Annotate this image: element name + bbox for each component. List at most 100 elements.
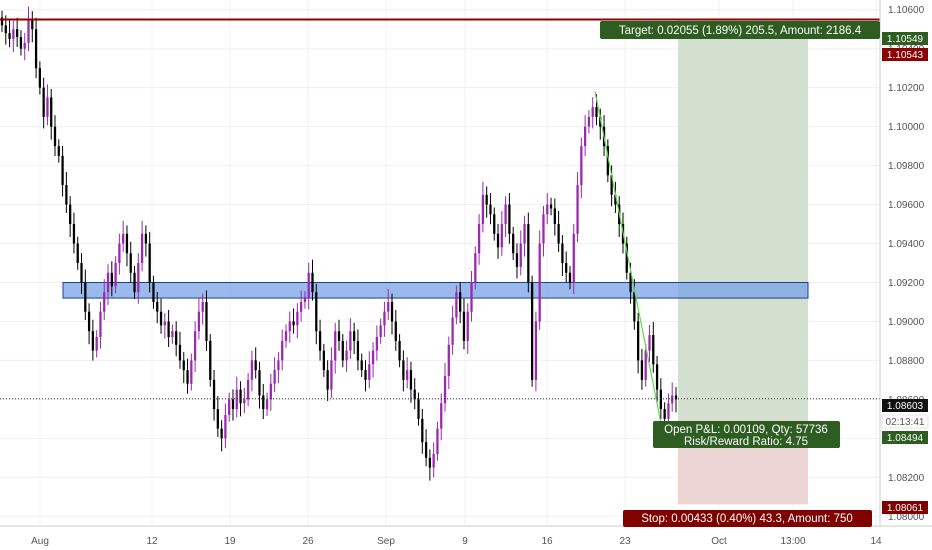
candle-body [546, 204, 549, 215]
candle-body [587, 116, 591, 127]
candle-body [356, 340, 360, 361]
candle-body [224, 414, 227, 439]
candle-body [364, 370, 367, 380]
candle-body [402, 360, 405, 380]
candle-body [193, 331, 197, 361]
x-tick-label: 12 [146, 536, 158, 547]
annotations: Target: 0.02055 (1.89%) 205.5, Amount: 2… [600, 21, 880, 527]
candle-body [519, 243, 522, 267]
candle-body [292, 321, 295, 326]
candle-body [140, 233, 144, 263]
candle-body [148, 243, 151, 283]
candle-body [568, 272, 572, 283]
target-tag-bg [882, 32, 928, 45]
target-zone-group [678, 19, 808, 421]
candle-body [493, 214, 496, 234]
candle-body [614, 194, 617, 205]
candle-body [72, 224, 76, 244]
candle-body [273, 370, 276, 384]
candle-body [383, 311, 386, 326]
candle-body [53, 126, 57, 147]
candle-body [201, 301, 204, 312]
candle-body [209, 340, 212, 380]
y-tick-label: 1.10000 [888, 122, 925, 133]
candle-body [65, 185, 68, 205]
candle-body [599, 116, 602, 127]
candle-body [110, 272, 113, 287]
candle-body [583, 126, 587, 147]
stop-tag: 1.08061 [887, 503, 924, 514]
support-zone-group[interactable] [62, 281, 809, 299]
countdown-tag: 02:13:41 [886, 417, 925, 428]
stop-text: Stop: 0.00433 (0.40%) 43.3, Amount: 750 [641, 513, 853, 525]
candle-body [436, 428, 439, 454]
candle-body [212, 379, 216, 410]
candle-body [258, 370, 261, 396]
candle-body [34, 29, 38, 69]
candle-body [159, 311, 163, 326]
x-axis[interactable]: Aug 12 19 26 Sep 9 16 23 Oct 13:00 14 [0, 525, 932, 547]
candle-body [254, 360, 257, 371]
candle-body [87, 311, 91, 332]
candle-body [477, 224, 481, 254]
candle-body [61, 155, 64, 186]
stop-box [623, 510, 872, 527]
candle-body [341, 340, 344, 361]
candle-body [481, 194, 485, 225]
candle-body [667, 403, 670, 419]
candle-body [470, 282, 473, 312]
candle-body [76, 243, 79, 263]
candle-body [182, 360, 185, 371]
candle-body [0, 17, 4, 26]
candle-body [447, 344, 450, 376]
candle-body [527, 224, 530, 283]
candle-body [239, 389, 242, 404]
candle-body [8, 33, 11, 39]
y-axis[interactable]: 1.106001.104001.102001.100001.098001.096… [879, 0, 925, 526]
level-lines[interactable] [0, 18, 880, 400]
candle-body [534, 321, 538, 380]
y-tick-label: 1.08800 [888, 356, 925, 367]
candle-body [133, 272, 136, 293]
candle-body [57, 146, 60, 156]
trend-line[interactable] [594, 91, 665, 439]
candle-body [91, 331, 95, 351]
candle-body [303, 298, 307, 302]
candle-body [580, 146, 583, 186]
candle-body [197, 311, 201, 332]
candle-body [171, 331, 174, 338]
candle-body [565, 263, 568, 273]
candle-body [652, 335, 655, 365]
candle-body [375, 337, 379, 351]
candle-body [640, 360, 644, 380]
y-tick-label: 1.08000 [888, 512, 925, 523]
candle-body [390, 301, 394, 322]
x-tick-label: Sep [377, 536, 395, 547]
trend-line-group[interactable] [594, 91, 665, 439]
candle-body [508, 204, 511, 234]
candle-body [663, 409, 666, 419]
candle-body [296, 311, 299, 326]
candle-body [549, 204, 553, 209]
candle-body [371, 350, 375, 365]
candle-body [387, 301, 390, 312]
candle-body [281, 340, 284, 361]
y-tick-label: 1.09000 [888, 317, 925, 328]
support-zone[interactable] [62, 281, 809, 299]
candle-body [122, 233, 125, 244]
candle-body [462, 311, 466, 341]
pnl-line2: Risk/Reward Ratio: 4.75 [684, 436, 808, 448]
candle-body [106, 272, 110, 293]
x-tick-label: 23 [619, 536, 631, 547]
candle-body [530, 282, 534, 380]
candle-body [633, 292, 636, 322]
candle-body [23, 42, 26, 49]
candle-body [69, 204, 72, 225]
target-tag: 1.10549 [887, 34, 924, 45]
current-tag: 1.08603 [887, 401, 924, 412]
candle-body [629, 272, 632, 293]
candle-body [379, 325, 382, 338]
candle-body [250, 360, 254, 380]
candle-body [114, 263, 117, 287]
